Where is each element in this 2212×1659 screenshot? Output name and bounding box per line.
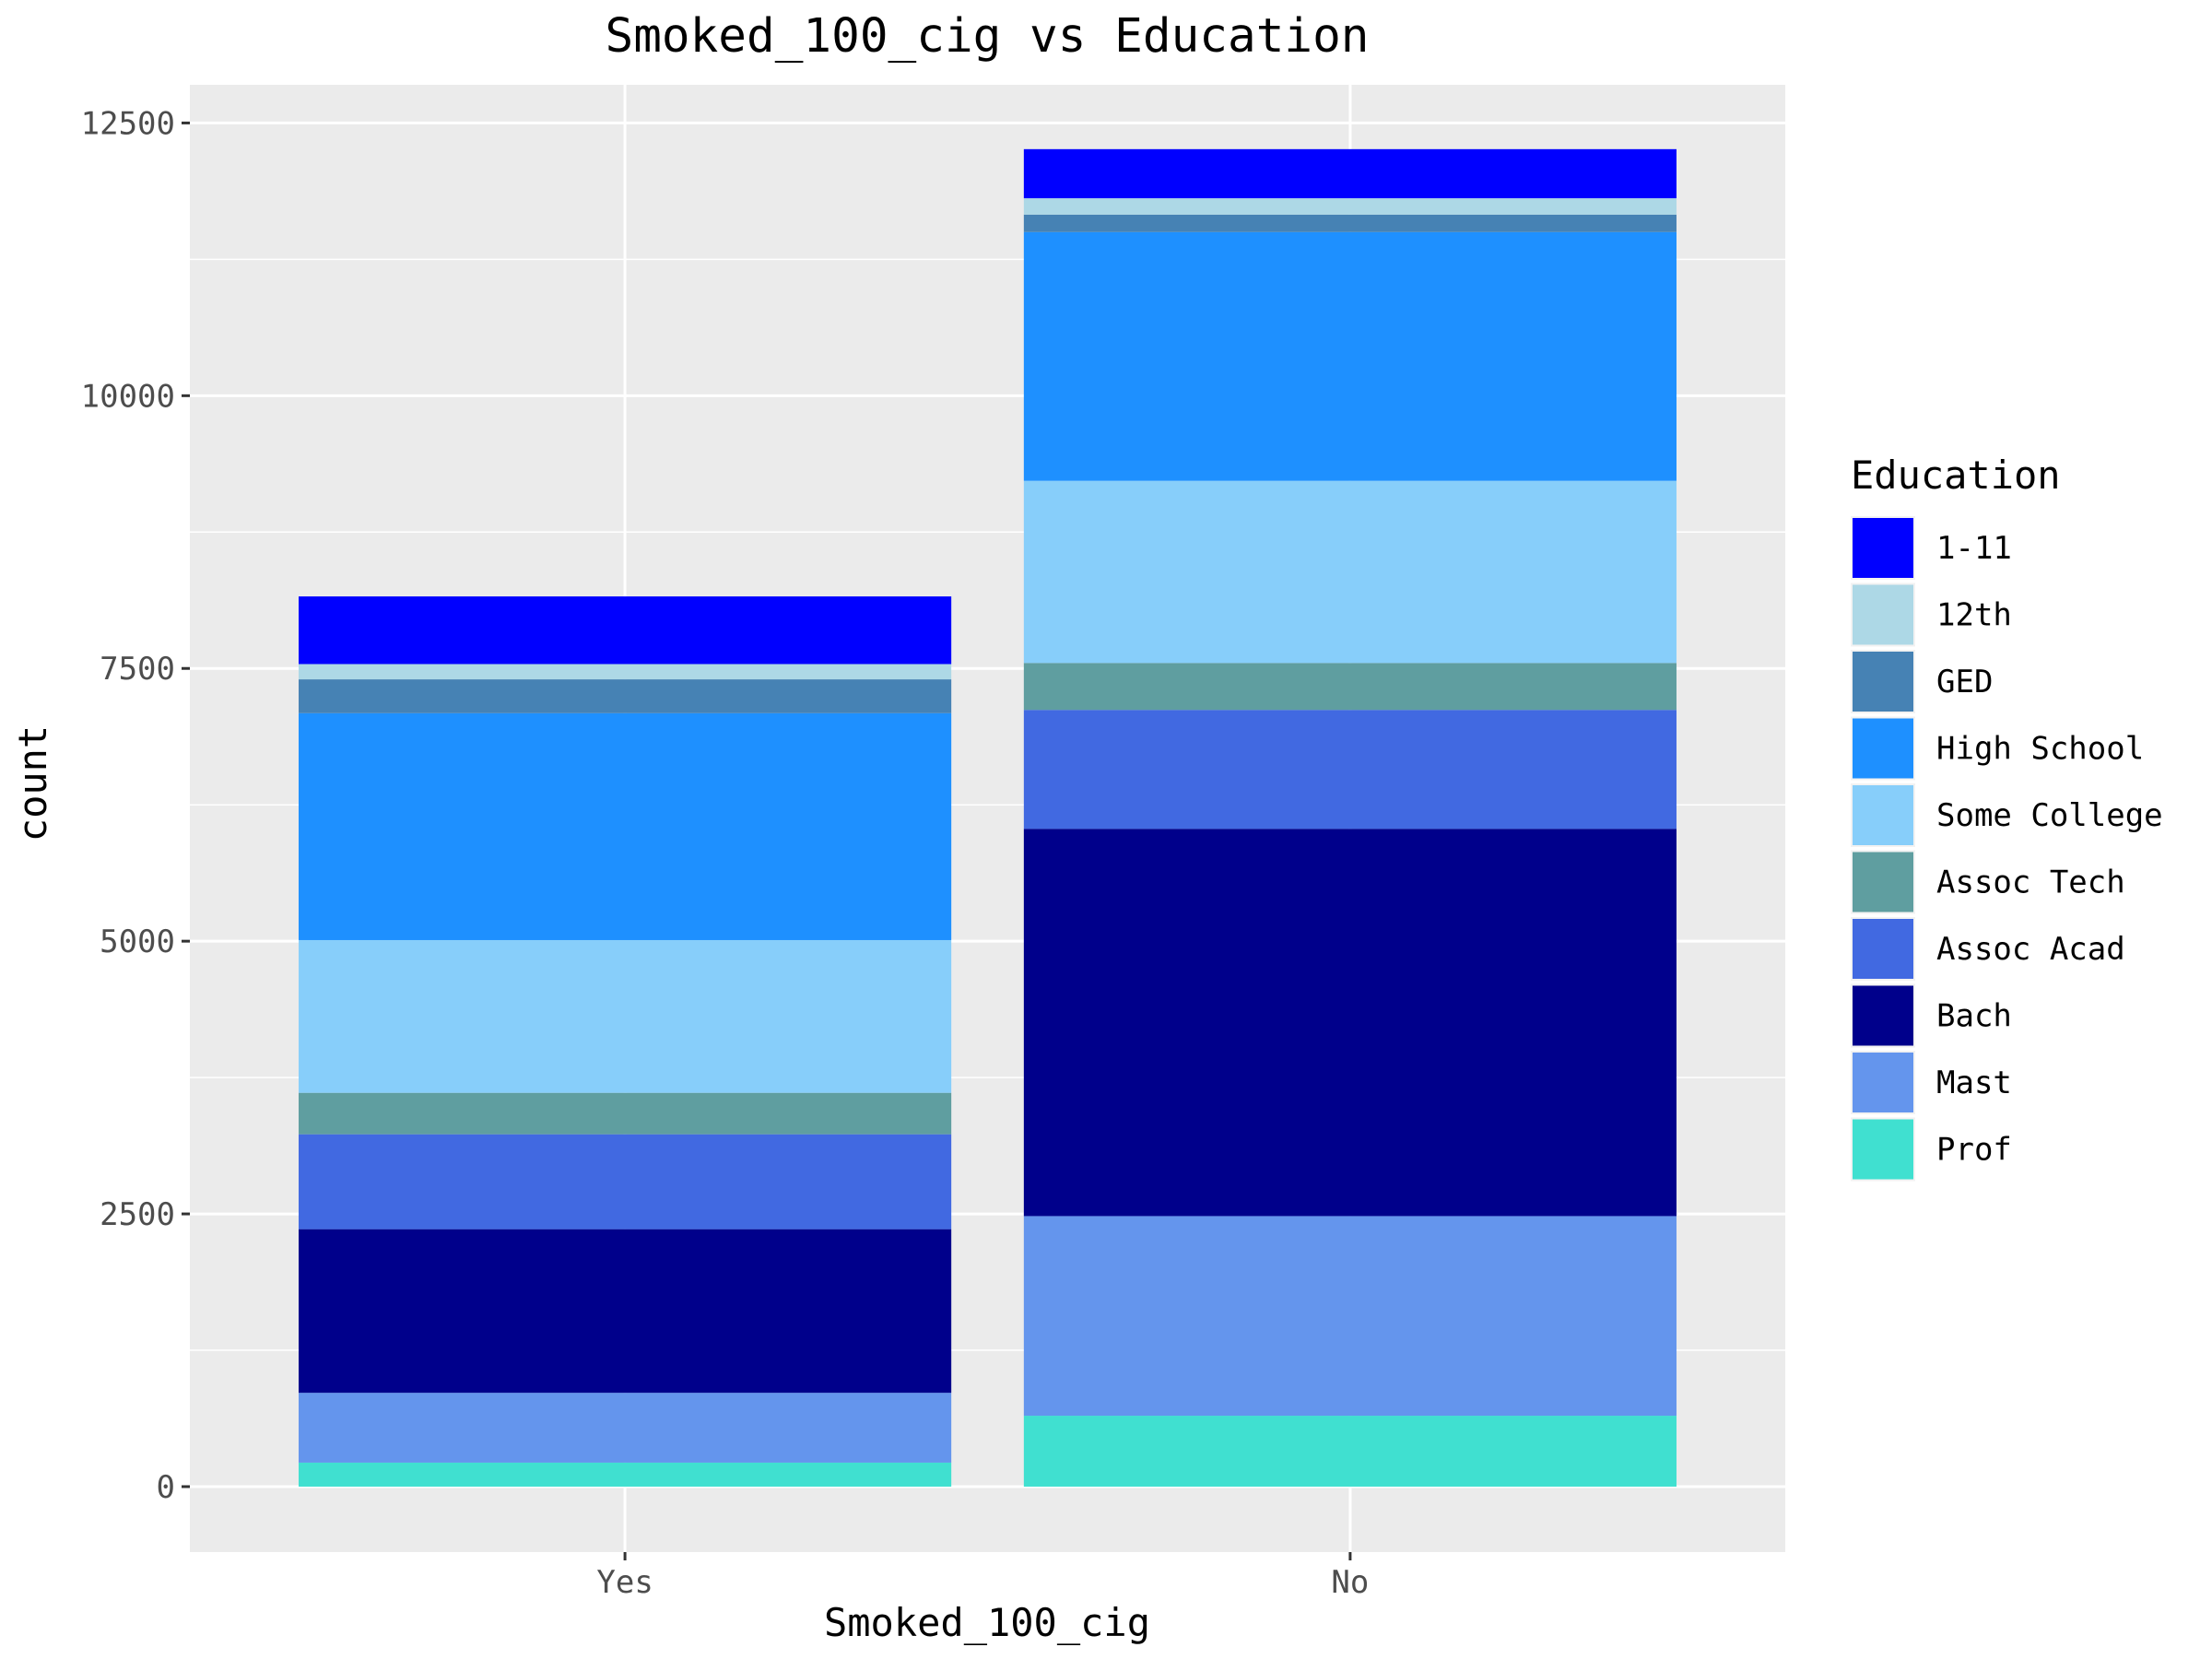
legend-label: Prof bbox=[1936, 1132, 2012, 1169]
bar-segment-yes-assoc-acad bbox=[299, 1134, 952, 1230]
y-tick-label: 0 bbox=[157, 1469, 175, 1506]
bar-segment-no-assoc-acad bbox=[1023, 710, 1677, 830]
y-tick-label: 5000 bbox=[100, 924, 175, 960]
legend-label: Mast bbox=[1936, 1065, 2012, 1101]
legend-label: 1-11 bbox=[1936, 530, 2012, 567]
legend-key-high-school bbox=[1853, 718, 1913, 779]
bar-segment-no-assoc-tech bbox=[1023, 663, 1677, 711]
bar-segment-no-1-11 bbox=[1023, 148, 1677, 199]
y-tick-label: 2500 bbox=[100, 1196, 175, 1233]
legend-key-some-college bbox=[1853, 785, 1913, 845]
bar-segment-yes-12th bbox=[299, 664, 952, 680]
bar-segment-no-bach bbox=[1023, 829, 1677, 1217]
legend-title: Education bbox=[1851, 453, 2061, 498]
bar-segment-yes-mast bbox=[299, 1393, 952, 1463]
y-tick-label: 10000 bbox=[81, 378, 175, 415]
legend-label: GED bbox=[1936, 664, 1993, 700]
legend-key-assoc-acad bbox=[1853, 919, 1913, 979]
y-tick-label: 12500 bbox=[81, 105, 175, 142]
plot-panel bbox=[190, 85, 1785, 1552]
bar-segment-yes-assoc-tech bbox=[299, 1092, 952, 1135]
x-axis-title: Smoked_100_cig bbox=[824, 1600, 1150, 1645]
legend: Education 1-11 12th GED High School Some Col… bbox=[1851, 453, 2163, 1182]
legend-label: 12th bbox=[1936, 597, 2012, 634]
bar-segment-yes-1-11 bbox=[299, 596, 952, 665]
bar-segment-yes-some-college bbox=[299, 939, 952, 1093]
x-axis: Yes No bbox=[596, 1552, 1369, 1601]
legend-key-mast bbox=[1853, 1053, 1913, 1112]
y-axis: 0 2500 5000 7500 10000 12500 bbox=[81, 105, 190, 1506]
x-tick-label: No bbox=[1331, 1564, 1369, 1601]
legend-key-ged bbox=[1853, 652, 1913, 712]
legend-label: Assoc Acad bbox=[1936, 931, 2125, 968]
bar-segment-yes-prof bbox=[299, 1462, 952, 1487]
bar-segment-no-12th bbox=[1023, 198, 1677, 215]
legend-key-1-11 bbox=[1853, 518, 1913, 578]
bar-segment-no-prof bbox=[1023, 1416, 1677, 1487]
legend-label: Bach bbox=[1936, 998, 2012, 1035]
legend-key-prof bbox=[1853, 1119, 1913, 1180]
legend-label: High School bbox=[1936, 731, 2144, 768]
bar-segment-no-mast bbox=[1023, 1216, 1677, 1417]
y-axis-title: count bbox=[10, 725, 55, 841]
bar-segment-yes-bach bbox=[299, 1229, 952, 1394]
chart-title: Smoked_100_cig vs Education bbox=[605, 9, 1369, 64]
bar-segment-no-some-college bbox=[1023, 480, 1677, 664]
x-tick-label: Yes bbox=[596, 1564, 653, 1601]
bar-segment-yes-ged bbox=[299, 679, 952, 713]
bar-segment-no-ged bbox=[1023, 214, 1677, 232]
legend-label: Assoc Tech bbox=[1936, 865, 2125, 901]
y-tick-label: 7500 bbox=[100, 651, 175, 688]
legend-key-bach bbox=[1853, 985, 1913, 1046]
bar-segment-yes-high-school bbox=[299, 712, 952, 940]
legend-key-12th bbox=[1853, 584, 1913, 645]
legend-label: Some College bbox=[1936, 797, 2163, 834]
legend-key-assoc-tech bbox=[1853, 852, 1913, 912]
bar-segment-no-high-school bbox=[1023, 231, 1677, 481]
